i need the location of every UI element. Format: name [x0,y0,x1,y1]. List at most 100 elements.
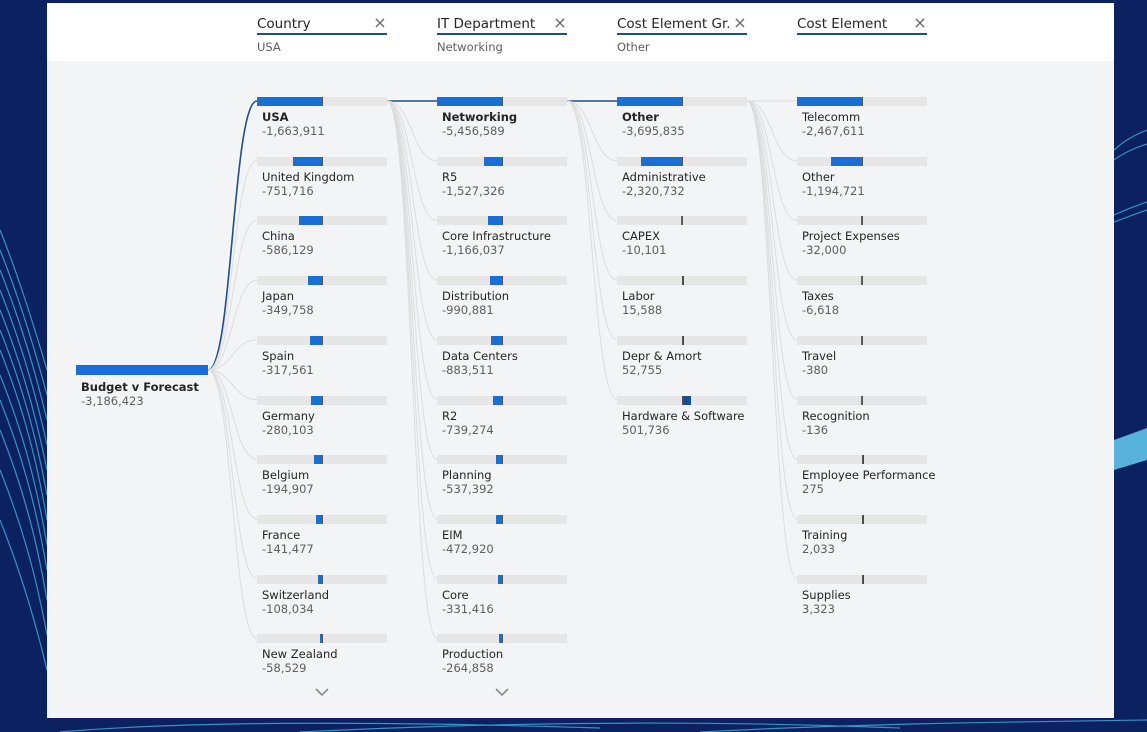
bar-fill [860,216,862,226]
header-column-it-department: IT Department × Networking [437,3,567,61]
tree-node-hardware-software[interactable]: Hardware & Software 501,736 [617,395,747,446]
tree-node-belgium[interactable]: Belgium -194,907 [257,455,387,505]
header-title-it-department: IT Department [437,16,536,32]
close-icon[interactable]: × [913,13,927,32]
root-node[interactable]: Budget v Forecast -3,186,423 [76,365,208,408]
tree-node-distribution[interactable]: Distribution -990,881 [437,276,567,326]
tree-node-recognition[interactable]: Recognition -136 [797,395,927,446]
tree-node-networking[interactable]: Networking -5,456,589 [437,97,567,147]
bar-fill [292,156,322,166]
bar-zero-axis [682,216,683,226]
node-value: 3,323 [802,601,835,616]
bar-fill [309,335,322,345]
close-icon[interactable]: × [553,13,567,32]
tree-node-planning[interactable]: Planning -537,392 [437,455,567,505]
bar-fill [308,276,322,286]
tree-node-eim[interactable]: EIM -472,920 [437,514,567,565]
node-value: -280,103 [262,422,314,437]
tree-connector [746,100,798,341]
bar-fill [488,216,502,226]
close-icon[interactable]: × [733,13,747,32]
node-label: Hardware & Software [622,408,745,423]
tree-connector [746,100,798,221]
tree-node-capex[interactable]: CAPEX -10,101 [617,216,747,266]
tree-node-production[interactable]: Production -264,858 [437,634,567,684]
tree-connector [746,100,798,281]
tree-node-employee-performance[interactable]: Employee Performance 275 [797,455,936,505]
root-value: -3,186,423 [81,394,144,408]
node-label: Training [802,527,848,542]
close-icon[interactable]: × [373,13,387,32]
root-label: Budget v Forecast [81,380,199,394]
bar-fill [498,574,502,584]
tree-node-usa[interactable]: USA -1,663,911 [257,97,387,147]
tree-node-telecomm[interactable]: Telecomm -2,467,611 [797,97,927,147]
tree-connector [207,369,258,580]
tree-connector [207,219,258,371]
bar-zero-axis [502,216,503,226]
node-label: Germany [262,408,315,423]
tree-node-switzerland[interactable]: Switzerland -108,034 [257,574,387,625]
tree-node-labor[interactable]: Labor 15,588 [617,276,747,326]
bar-fill [641,156,682,166]
tree-node-other[interactable]: Other -1,194,721 [797,156,927,207]
node-label: Other [622,110,659,124]
bar-fill [496,514,502,524]
bar-zero-axis [862,455,863,465]
node-label: Employee Performance [802,468,936,483]
tree-node-core[interactable]: Core -331,416 [437,574,567,625]
node-value: -3,695,835 [622,124,685,138]
tree-node-supplies[interactable]: Supplies 3,323 [797,574,927,625]
tree-connector [386,100,438,580]
tree-node-training[interactable]: Training 2,033 [797,514,927,565]
header-underline [437,33,567,35]
chevron-down-icon[interactable] [494,686,510,698]
bar-fill [311,395,322,405]
node-label: Travel [802,348,837,363]
node-value: 15,588 [622,303,663,318]
bar-fill [682,395,691,405]
tree-node-r5[interactable]: R5 -1,527,326 [437,156,567,207]
tree-connector [207,369,258,460]
drill-path-header: Country × USA IT Department × Networking… [47,3,1114,61]
bar-zero-axis [322,634,323,644]
tree-node-united-kingdom[interactable]: United Kingdom -751,716 [257,156,387,207]
node-value: -194,907 [262,482,314,497]
node-label: Core Infrastructure [442,229,551,244]
bar-zero-axis [682,156,683,166]
tree-node-france[interactable]: France -141,477 [257,514,387,565]
tree-node-core-infrastructure[interactable]: Core Infrastructure -1,166,037 [437,216,567,266]
node-value: -739,274 [442,422,494,437]
tree-node-new-zealand[interactable]: New Zealand -58,529 [257,634,387,684]
tree-node-china[interactable]: China -586,129 [257,216,387,266]
bar-zero-axis [862,574,863,584]
bar-zero-axis [682,395,683,405]
tree-node-administrative[interactable]: Administrative -2,320,732 [617,156,747,207]
tree-node-travel[interactable]: Travel -380 [797,335,927,386]
tree-node-germany[interactable]: Germany -280,103 [257,395,387,446]
tree-node-depr-amort[interactable]: Depr & Amort 52,755 [617,335,747,386]
node-label: Belgium [262,468,310,483]
tree-node-spain[interactable]: Spain -317,561 [257,335,387,386]
bar-fill [299,216,322,226]
bar-zero-axis [862,514,863,524]
bar-zero-axis [322,514,323,524]
chevron-down-icon[interactable] [314,686,330,698]
header-value-cost-element-group: Other [617,40,650,54]
node-value: -349,758 [262,303,314,318]
header-column-cost-element-group: Cost Element Gr... × Other [617,3,747,61]
node-value: -317,561 [262,362,314,377]
bar-zero-axis [682,335,683,345]
tree-node-taxes[interactable]: Taxes -6,618 [797,276,927,326]
tree-node-data-centers[interactable]: Data Centers -883,511 [437,335,567,386]
node-value: -2,467,611 [802,124,865,138]
tree-node-r2[interactable]: R2 -739,274 [437,395,567,446]
bar-fill [437,97,502,106]
tree-node-project-expenses[interactable]: Project Expenses -32,000 [797,216,927,266]
bar-zero-axis [502,574,503,584]
tree-node-japan[interactable]: Japan -349,758 [257,276,387,326]
node-value: 275 [802,482,824,497]
node-value: -1,194,721 [802,183,865,198]
tree-node-other[interactable]: Other -3,695,835 [617,97,747,147]
